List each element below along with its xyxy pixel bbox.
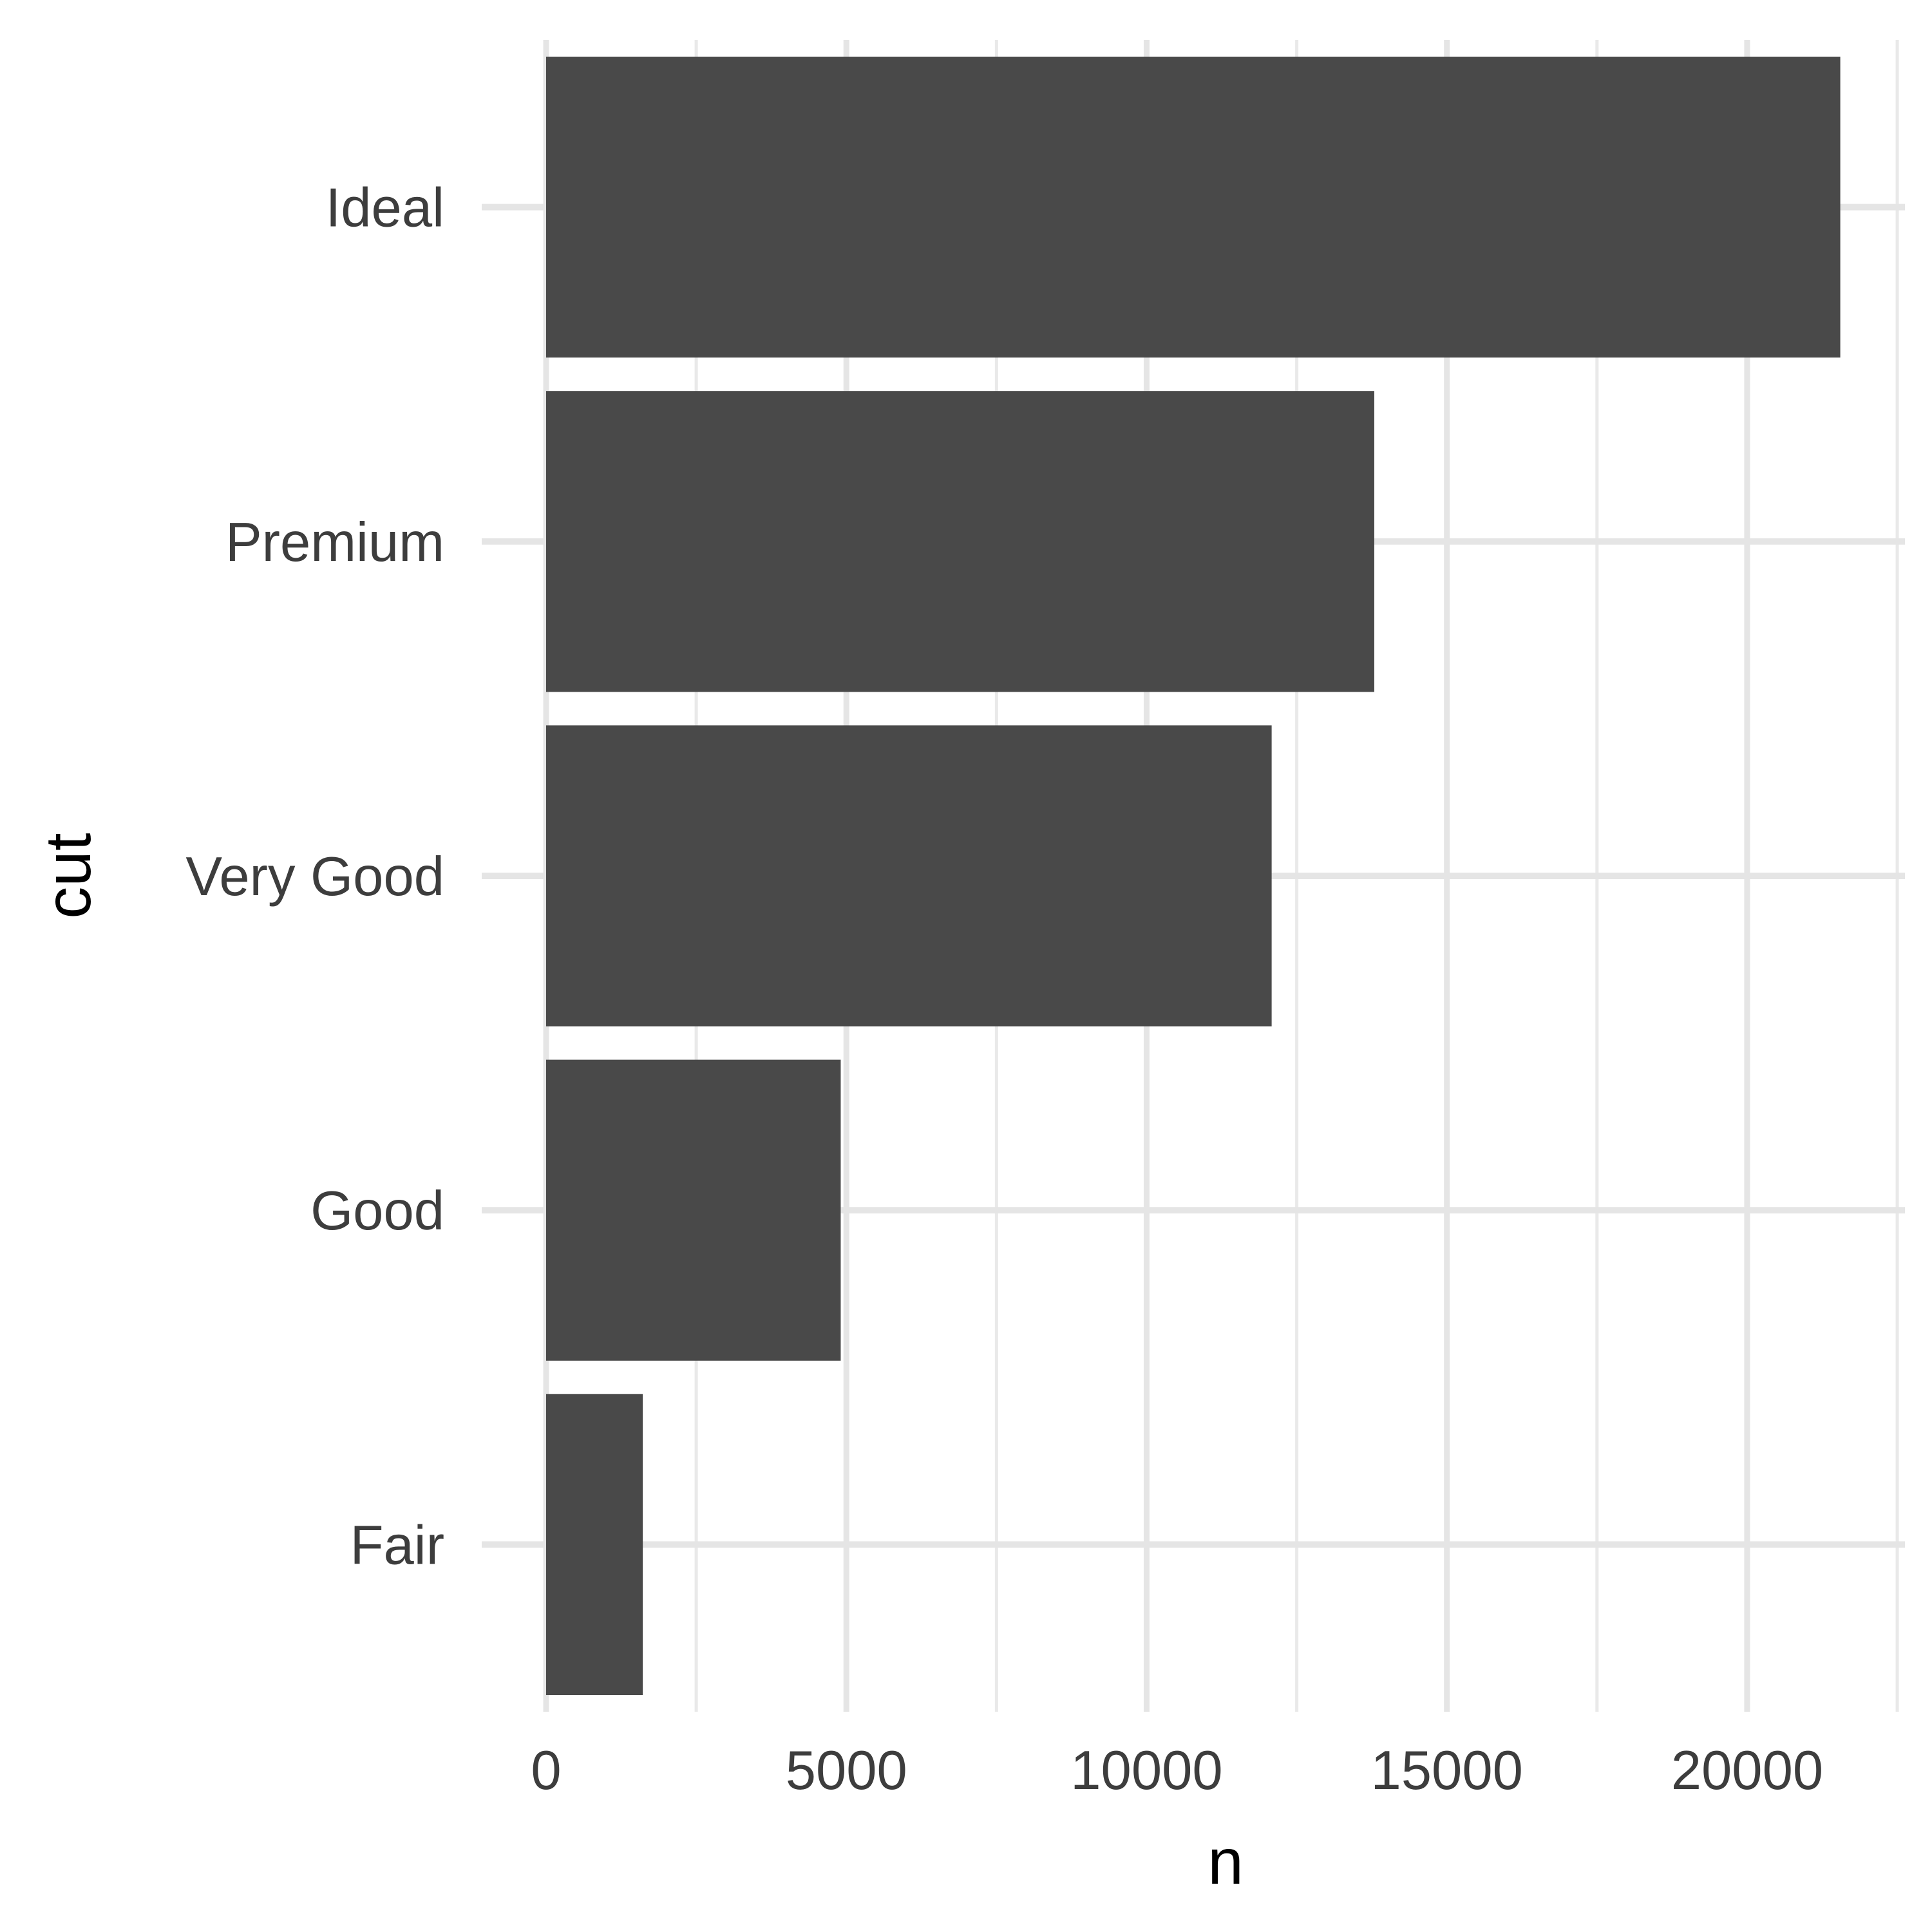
y-tick-label: Ideal [326, 178, 444, 239]
x-tick-label: 15000 [1371, 1740, 1523, 1801]
bar-layer [546, 56, 1841, 1696]
y-tick-label: Premium [225, 512, 444, 573]
y-tick-label: Fair [350, 1515, 444, 1576]
y-tick-label: Very Good [185, 846, 444, 907]
x-tick-label: 0 [531, 1740, 561, 1801]
x-axis-title: n [1208, 1826, 1244, 1898]
bar-fair [546, 1394, 643, 1696]
y-axis-ticks: Ideal Premium Very Good Good Fair [185, 178, 444, 1577]
y-axis-title: cut [32, 833, 104, 919]
x-tick-label: 20000 [1671, 1740, 1823, 1801]
y-tick-label: Good [310, 1180, 444, 1242]
x-tick-label: 10000 [1070, 1740, 1222, 1801]
bar-very-good [546, 725, 1272, 1027]
x-axis-ticks: 0 5000 10000 15000 20000 [531, 1740, 1823, 1801]
x-tick-label: 5000 [786, 1740, 907, 1801]
bar-good [546, 1059, 841, 1361]
bar-premium [546, 391, 1374, 692]
bar-ideal [546, 56, 1841, 358]
